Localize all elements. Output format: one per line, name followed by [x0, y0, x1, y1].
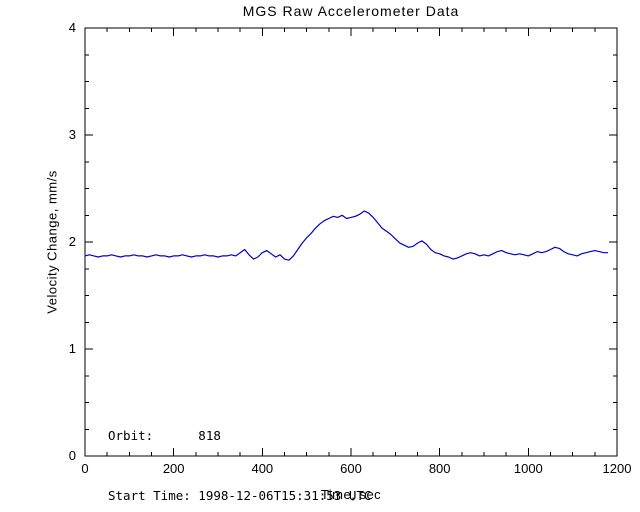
annotation-block: Orbit: 818 Start Time: 1998-12-06T15:31:…: [108, 386, 371, 512]
y-tick-label: 2: [69, 234, 76, 249]
x-tick-label: 400: [251, 461, 273, 476]
x-tick-label: 600: [340, 461, 362, 476]
chart-title: MGS Raw Accelerometer Data: [242, 3, 460, 19]
annotation-orbit: Orbit: 818: [108, 428, 221, 443]
x-tick-label: 1000: [514, 461, 543, 476]
x-axis-label: Time, sec: [320, 487, 382, 502]
y-tick-label: 4: [69, 20, 76, 35]
y-tick-label: 3: [69, 127, 76, 142]
x-tick-label: 200: [163, 461, 185, 476]
x-tick-label: 800: [429, 461, 451, 476]
y-tick-label: 0: [69, 448, 76, 463]
x-tick-label: 0: [81, 461, 88, 476]
x-tick-label: 1200: [603, 461, 632, 476]
data-line: [84, 210, 609, 261]
y-tick-label: 1: [69, 341, 76, 356]
annotation-start-time: Start Time: 1998-12-06T15:31:53 UTC: [108, 488, 372, 503]
